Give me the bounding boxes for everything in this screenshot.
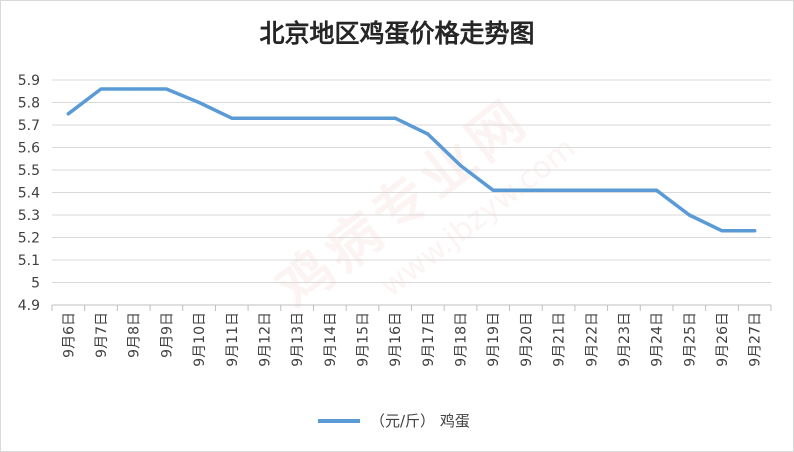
x-tick-label: 9月10日 <box>192 312 208 367</box>
x-tick-label: 9月6日 <box>61 312 77 358</box>
y-tick-label: 5.5 <box>18 163 40 179</box>
data-point <box>393 116 397 120</box>
x-tick-label: 9月8日 <box>127 312 143 358</box>
x-tick-label: 9月17日 <box>421 312 437 367</box>
data-point <box>687 213 691 217</box>
data-point <box>328 116 332 120</box>
x-tick-label: 9月22日 <box>584 312 600 367</box>
data-point <box>132 87 136 91</box>
x-tick-label: 9月18日 <box>454 312 470 367</box>
x-tick-label: 9月7日 <box>94 312 110 358</box>
x-tick-label: 9月19日 <box>486 312 502 367</box>
data-point <box>720 229 724 233</box>
x-tick-label: 9月16日 <box>388 312 404 367</box>
legend-swatch <box>318 418 360 423</box>
data-point <box>491 188 495 192</box>
data-point <box>99 87 103 91</box>
x-tick-label: 9月20日 <box>519 312 535 367</box>
y-tick-label: 5.8 <box>18 96 40 112</box>
y-tick-label: 5.9 <box>18 73 40 89</box>
data-point <box>197 101 201 104</box>
x-axis-ticks: 9月6日 9月7日 9月8日 9月9日 9月10日 9月11日 9月12日 9月13日 9月14… <box>61 312 763 367</box>
x-tick-label: 9月25日 <box>682 312 698 367</box>
y-tick-label: 5 <box>31 276 40 292</box>
x-tick-label: 9月23日 <box>617 312 633 367</box>
x-tick-label: 9月14日 <box>323 312 339 367</box>
data-point <box>360 116 364 120</box>
gridlines <box>52 79 771 283</box>
legend-label: （元/斤） 鸡蛋 <box>370 412 470 430</box>
series-line <box>66 87 757 233</box>
x-axis <box>51 304 772 311</box>
y-tick-label: 4.9 <box>18 298 40 314</box>
y-tick-label: 5.3 <box>18 208 40 224</box>
data-point <box>459 164 463 167</box>
data-point <box>753 229 757 233</box>
data-point <box>655 188 659 192</box>
chart-title: 北京地区鸡蛋价格走势图 <box>259 19 535 48</box>
series-layer <box>66 87 757 233</box>
x-tick-label: 9月12日 <box>257 312 273 367</box>
x-tick-label: 9月27日 <box>748 312 764 367</box>
y-tick-label: 5.7 <box>18 118 40 134</box>
data-point <box>295 116 299 120</box>
data-point <box>230 116 234 120</box>
y-tick-label: 5.6 <box>18 141 40 157</box>
data-point <box>557 188 561 192</box>
x-tick-label: 9月13日 <box>290 312 306 367</box>
x-tick-label: 9月21日 <box>552 312 568 367</box>
legend: （元/斤） 鸡蛋 <box>318 410 470 431</box>
data-point <box>524 188 528 192</box>
data-point <box>164 87 168 91</box>
data-point <box>262 116 266 120</box>
y-tick-label: 5.2 <box>18 231 40 247</box>
x-tick-label: 9月9日 <box>159 312 175 358</box>
y-axis-ticks: 4.9 5 5.1 5.2 5.3 5.4 5.5 5.6 5.7 5.8 5.9 <box>18 73 40 314</box>
data-point <box>622 188 626 192</box>
x-tick-label: 9月11日 <box>225 312 241 367</box>
x-tick-label: 9月26日 <box>715 312 731 367</box>
x-tick-label: 9月24日 <box>650 312 666 367</box>
data-point <box>589 188 593 192</box>
y-tick-label: 5.4 <box>18 186 40 202</box>
data-point <box>426 132 430 136</box>
y-tick-label: 5.1 <box>18 253 40 269</box>
data-point <box>66 112 70 116</box>
x-tick-label: 9月15日 <box>355 312 371 367</box>
